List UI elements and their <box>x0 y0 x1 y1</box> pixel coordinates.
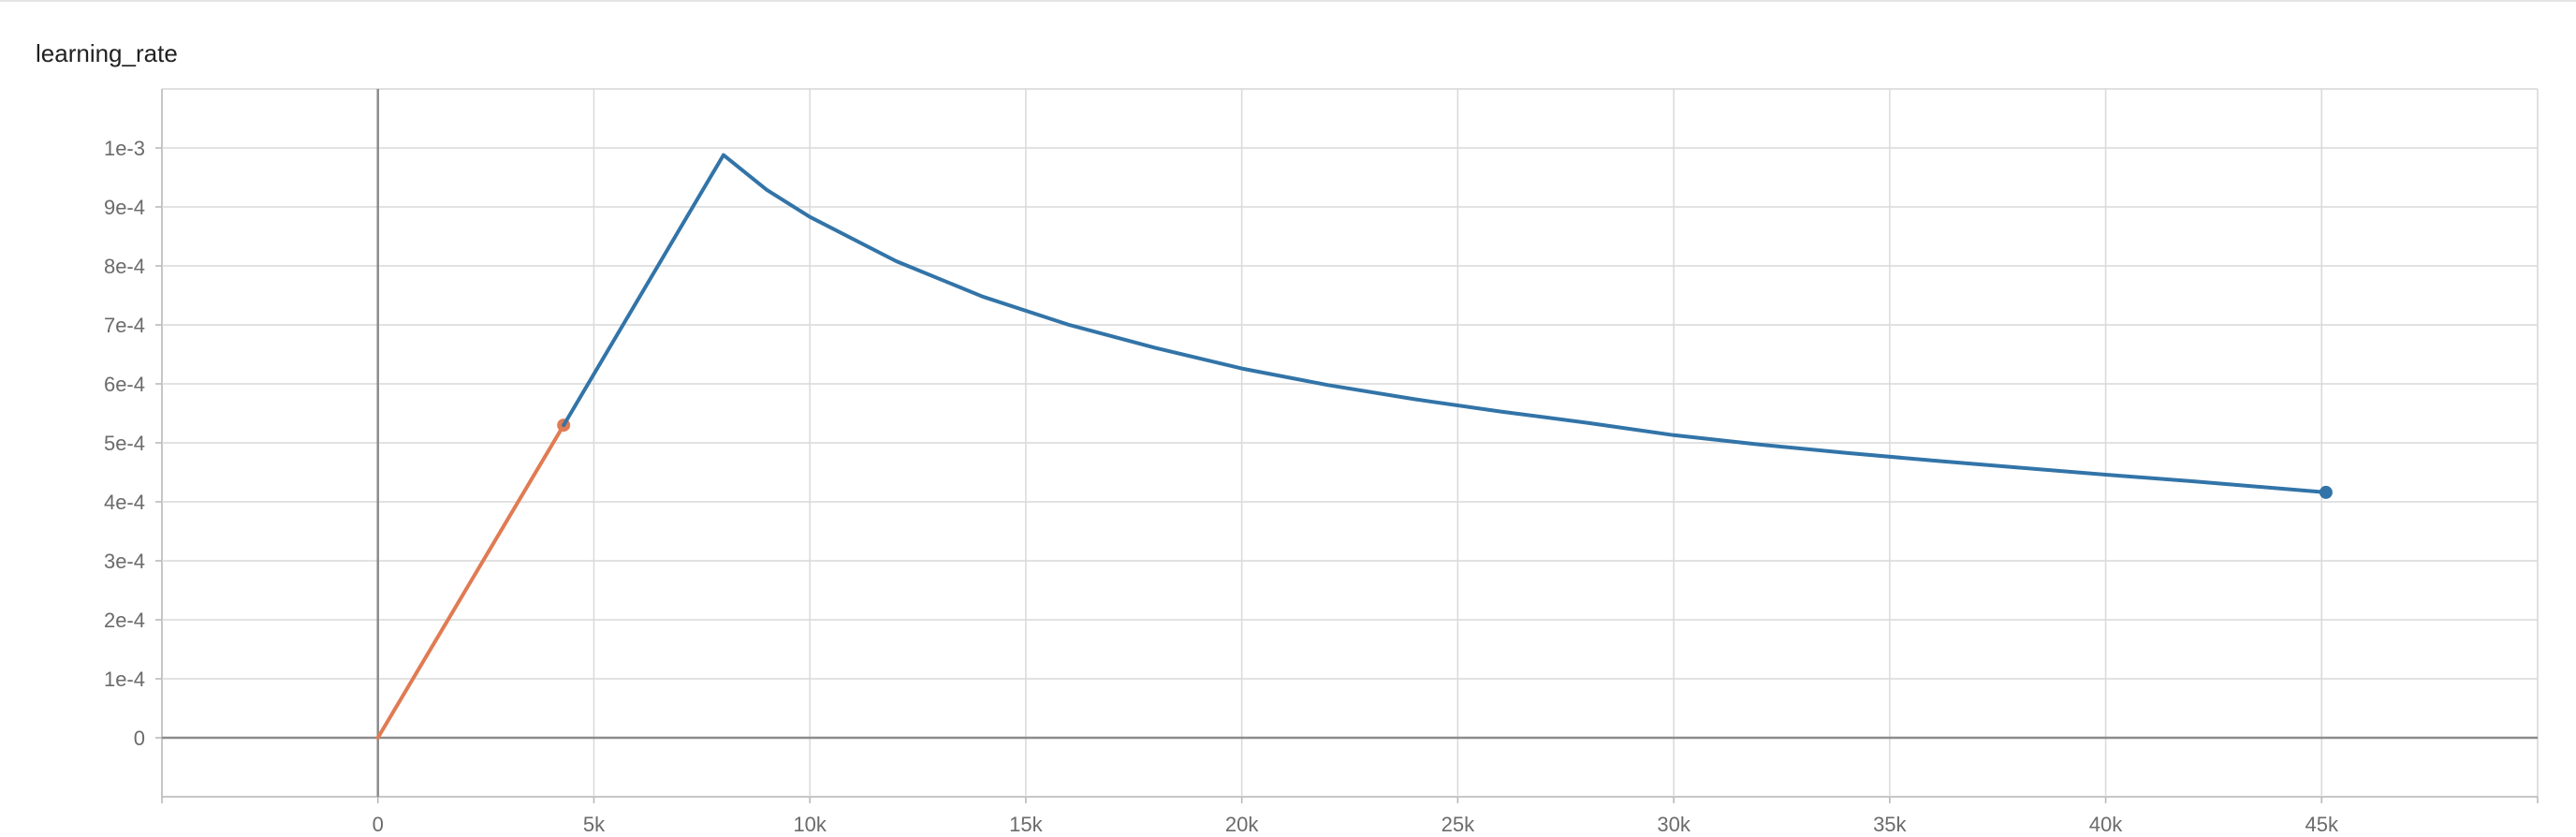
axes <box>155 89 2539 803</box>
x-tick-label: 15k <box>1009 813 1043 836</box>
y-tick-label: 4e-4 <box>104 491 145 514</box>
y-tick-label: 5e-4 <box>104 432 145 455</box>
series-line-1[interactable] <box>375 423 566 740</box>
y-tick-label: 8e-4 <box>104 255 145 278</box>
x-tick-label: 30k <box>1657 813 1690 836</box>
x-tick-label: 40k <box>2089 813 2123 836</box>
x-tick-label: 25k <box>1442 813 1475 836</box>
grid <box>161 88 2539 798</box>
x-tick-label: 5k <box>583 813 606 836</box>
y-tick-label: 9e-4 <box>104 196 145 219</box>
x-tick-label: 10k <box>793 813 827 836</box>
y-tick-label: 7e-4 <box>104 314 145 337</box>
y-tick-label: 1e-3 <box>104 137 145 160</box>
x-tick-label: 45k <box>2305 813 2339 836</box>
y-tick-label: 0 <box>134 727 145 750</box>
series-end-point-2[interactable] <box>2319 485 2333 499</box>
y-tick-label: 2e-4 <box>104 609 145 632</box>
x-tick-label: 0 <box>373 813 384 836</box>
series-line-2[interactable] <box>562 153 2328 494</box>
x-tick-label: 20k <box>1225 813 1259 836</box>
y-tick-label: 3e-4 <box>104 550 145 573</box>
card-top-divider <box>0 0 2576 2</box>
tick-labels: 0 5k 10k 15k 20k 25k 30k 35k 40k 45k 0 1e-4 2e-4 3e-4… <box>104 137 2339 836</box>
x-tick-label: 35k <box>1873 813 1907 836</box>
y-tick-label: 6e-4 <box>104 373 145 396</box>
series-lines <box>375 153 2333 740</box>
y-tick-label: 1e-4 <box>104 668 145 691</box>
chart-title: learning_rate <box>36 39 178 67</box>
